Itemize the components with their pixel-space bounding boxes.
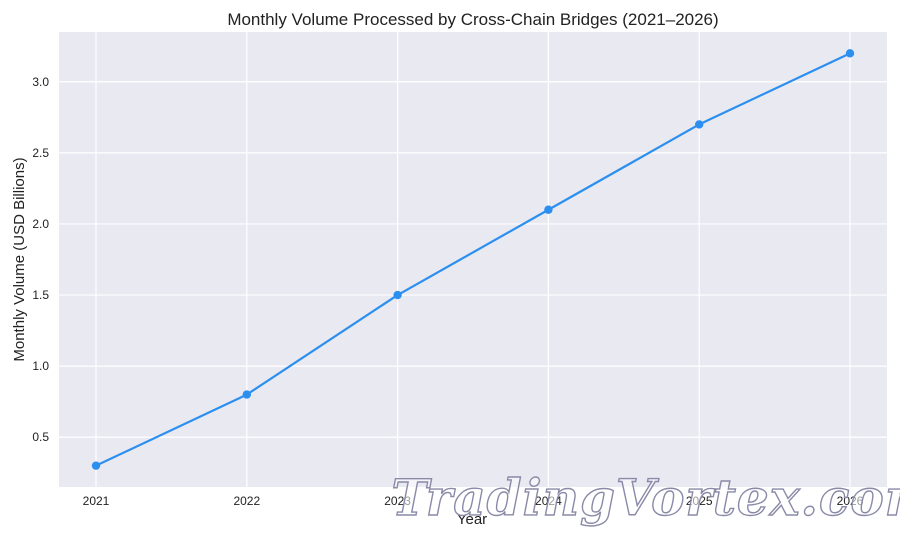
y-tick-label: 2.0 [32,217,49,231]
data-point [695,120,704,129]
x-tick-label: 2025 [686,494,713,508]
data-point [544,205,553,214]
x-axis-label: Year [457,511,487,528]
y-tick-label: 0.5 [32,430,49,444]
y-tick-label: 2.5 [32,146,49,160]
data-point [845,49,855,58]
tick-labels: 0.5 1.0 1.5 2.0 2.5 3.0 2021 2022 2023 2024 2025 20… [32,75,863,508]
chart-title: Monthly Volume Processed by Cross-Chain … [227,10,718,29]
x-tick-label: 2022 [233,494,260,508]
series-layer [91,49,855,470]
data-point [242,390,251,399]
x-tick-label: 2023 [384,494,411,508]
data-point [91,461,101,470]
x-tick-label: 2026 [837,494,864,508]
y-axis-label: Monthly Volume (USD Billions) [11,157,28,361]
grid [59,32,887,487]
y-tick-label: 1.0 [32,359,49,373]
y-tick-label: 3.0 [32,75,49,89]
x-tick-label: 2021 [83,494,110,508]
series-line [95,52,851,467]
plot-area [59,32,887,487]
y-tick-label: 1.5 [32,288,49,302]
data-point [393,290,402,300]
x-tick-label: 2024 [535,494,562,508]
watermark: TradingVortex.com [391,468,900,527]
